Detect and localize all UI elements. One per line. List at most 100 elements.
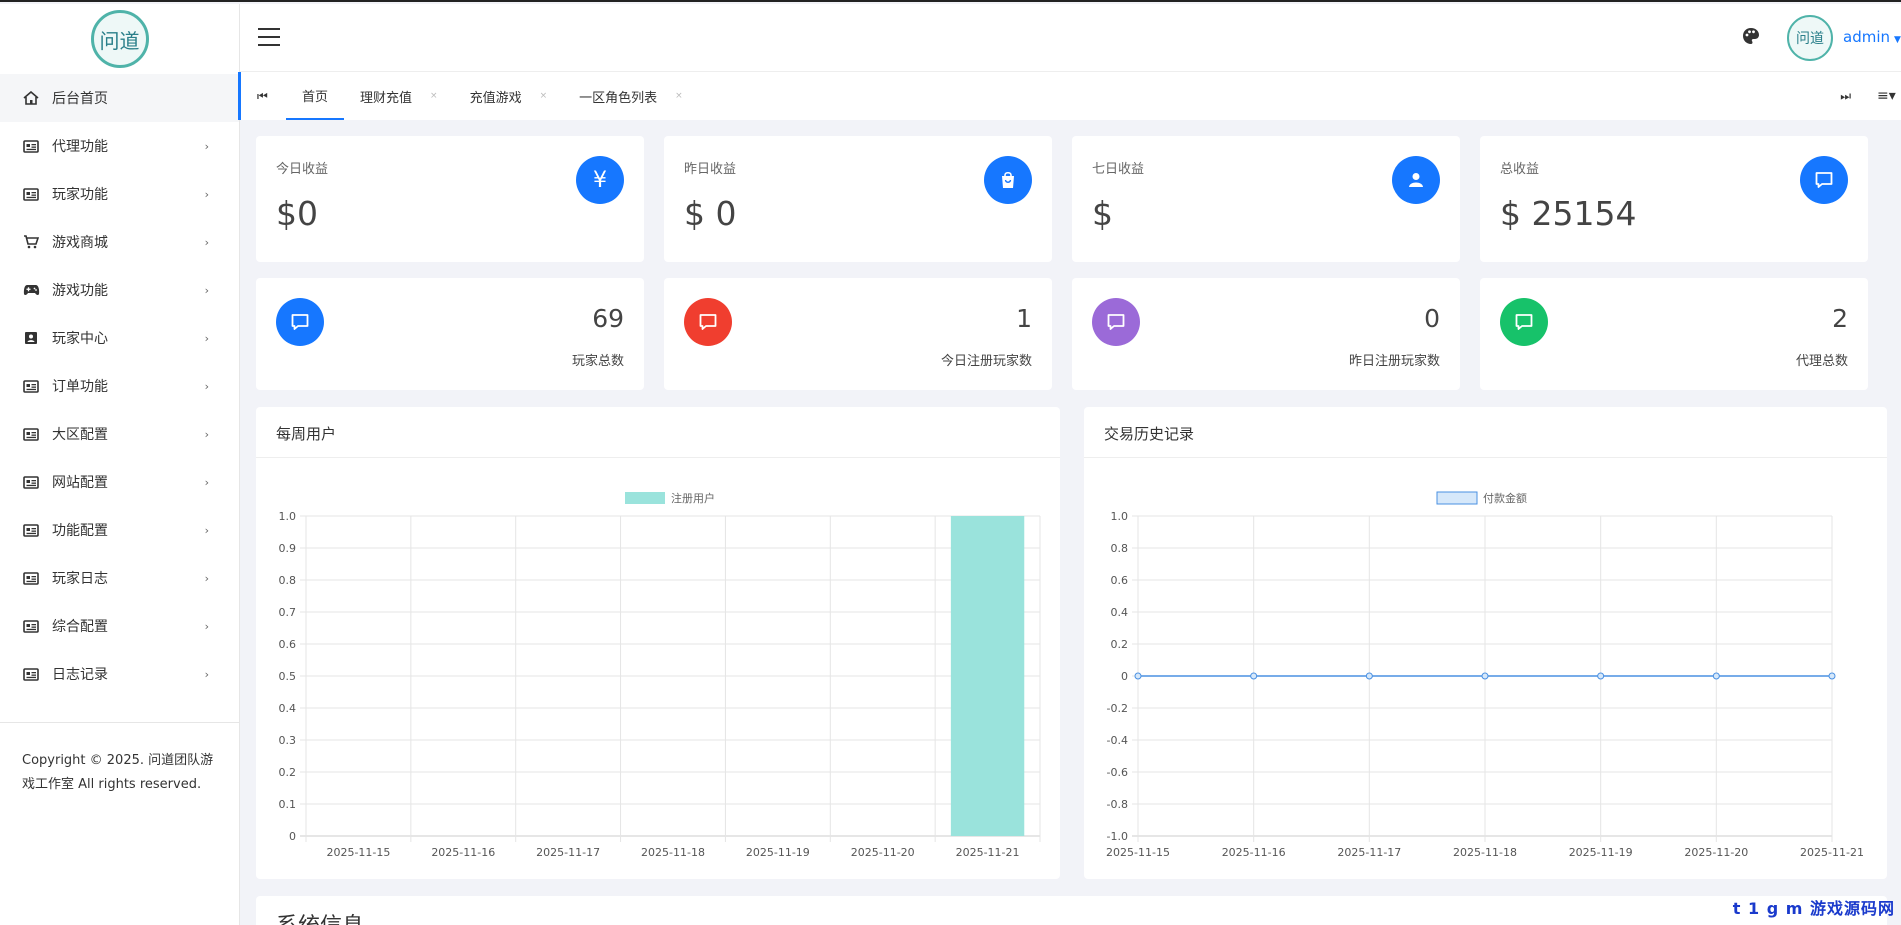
watermark: t 1 g m 游戏源码网 [1732,899,1895,918]
tab-close-icon[interactable]: × [430,91,438,101]
sidebar-item[interactable]: 大区配置 › [0,410,239,458]
revenue-value: $ [1092,194,1113,233]
sidebar-item[interactable]: 游戏功能 › [0,266,239,314]
y-tick-label: -0.8 [1107,798,1128,811]
sidebar-item[interactable]: 玩家日志 › [0,554,239,602]
tab[interactable]: 理财充值 × [344,72,454,120]
chevron-right-icon: › [204,235,209,249]
y-tick-label: 0 [1121,670,1128,683]
tab-options-icon[interactable]: ≡▾ [1877,88,1896,104]
sidebar-item[interactable]: 综合配置 › [0,602,239,650]
data-point [1828,672,1836,680]
tab[interactable]: 充值游戏 × [454,72,564,120]
bar [950,516,1025,836]
y-tick-label: 1.0 [1111,510,1129,523]
count-value: 1 [1016,304,1032,333]
sidebar: 问道 后台首页 代理功能 › 玩家功能 › 游戏商城 › 游戏功能 › 玩家中心 › 订单功能 › 大区配… [0,4,240,925]
chevron-right-icon: › [204,187,209,201]
message-icon [1500,298,1548,346]
x-tick-label: 2025-11-20 [851,846,915,859]
legend-label: 付款金额 [1483,491,1527,505]
message-icon [276,298,324,346]
sidebar-item[interactable]: 玩家功能 › [0,170,239,218]
scroll-last-icon[interactable]: ⏭ [1840,89,1851,103]
sidebar-item-label: 游戏商城 [52,235,108,251]
tab-close-icon[interactable]: × [539,91,548,101]
tab[interactable]: 一区角色列表 × [563,72,699,120]
gamepad-icon [22,283,40,297]
count-label: 今日注册玩家数 [940,354,1032,369]
message-icon [1800,156,1848,204]
logo-image: 问道 [90,10,149,68]
data-point [1134,672,1142,680]
sidebar-item[interactable]: 网站配置 › [0,458,239,506]
y-tick-label: -0.2 [1107,702,1128,715]
x-tick-label: 2025-11-16 [431,846,495,859]
x-tick-label: 2025-11-17 [1337,846,1401,859]
list-icon [22,187,40,201]
y-tick-label: 0.4 [1111,606,1129,619]
yen-icon: ¥ [576,156,624,204]
sidebar-item-label: 大区配置 [52,427,108,443]
data-point [1597,672,1605,680]
y-tick-label: 0.3 [279,734,297,747]
user-menu[interactable]: admin ▼ [1843,28,1901,46]
y-tick-label: 0.7 [279,606,297,619]
revenue-label: 昨日收益 [684,162,737,177]
top-header: 问道 admin ▼ [240,4,1901,72]
sidebar-item-label: 代理功能 [52,139,108,155]
panel-divider [1084,457,1887,458]
sidebar-footer: Copyright © 2025. 问道团队游 戏工作室 All rights … [0,722,239,823]
y-tick-label: 0.5 [279,670,297,683]
transaction-history-chart: 付款金额 1.0 0.8 0.6 0.4 0.2 0 -0.2 -0.4 -0.6 -0.8 -1.0… [1106,491,1864,859]
x-tick-label: 2025-11-17 [536,846,600,859]
sidebar-item[interactable]: 后台首页 [0,74,239,122]
count-card: 69 玩家总数 [256,278,644,390]
tab-close-icon[interactable]: × [675,91,683,101]
x-tick-label: 2025-11-18 [641,846,705,859]
tab[interactable]: 首页 [286,72,345,120]
tab-label: 充值游戏 [469,90,522,106]
sidebar-item[interactable]: 日志记录 › [0,650,239,698]
tab-label: 首页 [302,89,329,105]
sidebar-item[interactable]: 玩家中心 › [0,314,239,362]
sidebar-item-label: 日志记录 [52,667,108,683]
logo-text: 问道 [99,28,140,53]
chevron-right-icon: › [204,475,209,489]
x-tick-label: 2025-11-15 [326,846,390,859]
menu-toggle-icon[interactable] [258,28,280,46]
y-tick-label: 0.8 [1111,542,1129,555]
chart-legend: 付款金额 [1436,491,1527,505]
weekly-users-chart: 注册用户 1.0 0.9 0.8 0.7 0.6 0.5 0.4 0.3 0.2 0.1 0 2025-… [279,491,1041,859]
user-name: admin [1843,28,1890,46]
message-icon [1092,298,1140,346]
weekly-users-title: 每周用户 [276,425,337,443]
sidebar-item-label: 玩家功能 [52,187,108,203]
sidebar-item[interactable]: 代理功能 › [0,122,239,170]
sidebar-item-label: 玩家日志 [52,571,108,587]
logo[interactable]: 问道 [0,4,239,74]
sidebar-item[interactable]: 游戏商城 › [0,218,239,266]
y-tick-label: -0.6 [1107,766,1128,779]
scroll-first-icon[interactable]: ⏮ [257,89,268,103]
list-icon [22,427,40,441]
bag-icon [984,156,1032,204]
sidebar-item-label: 综合配置 [52,619,108,635]
x-tick-label: 2025-11-18 [1453,846,1517,859]
x-tick-label: 2025-11-15 [1106,846,1170,859]
data-point [1712,672,1720,680]
sidebar-item[interactable]: 订单功能 › [0,362,239,410]
chevron-right-icon: › [204,619,209,633]
avatar[interactable]: 问道 [1787,15,1833,61]
sidebar-item-label: 功能配置 [52,523,108,539]
caret-down-icon: ▼ [1894,35,1901,45]
chart-legend: 注册用户 [625,491,715,505]
tab-list: 首页 理财充值 × 充值游戏 × 一区角色列表 × [286,72,699,120]
user-icon [1392,156,1440,204]
sidebar-item-label: 网站配置 [52,475,108,491]
sidebar-item[interactable]: 功能配置 › [0,506,239,554]
data-point [1481,672,1489,680]
legend-swatch [1436,491,1478,505]
palette-icon[interactable] [1741,26,1761,46]
legend-swatch [625,492,665,504]
